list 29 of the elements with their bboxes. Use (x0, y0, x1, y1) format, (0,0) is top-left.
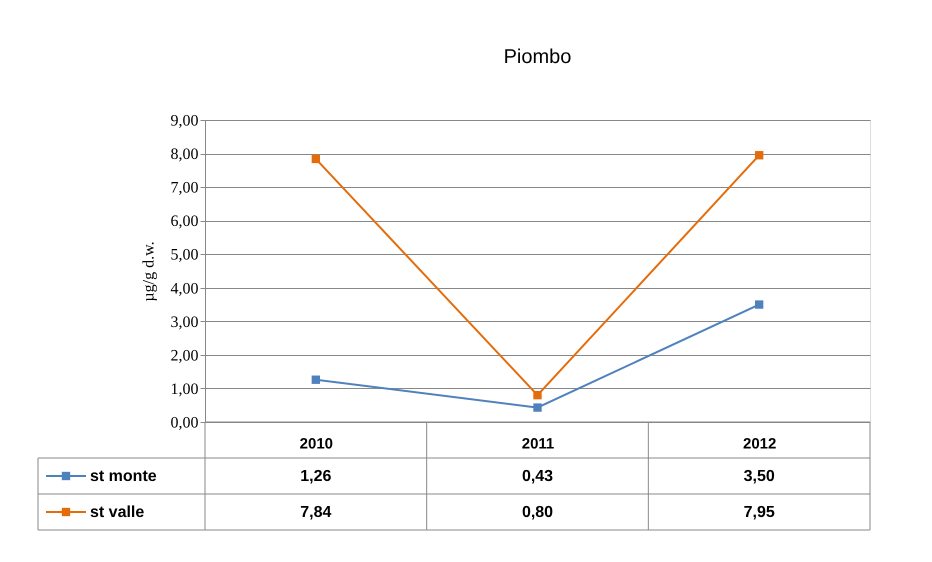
data-label: 0,80 (522, 504, 554, 521)
point (754, 300, 764, 309)
y-tick-label: 9,00 (170, 112, 198, 130)
x-tick-label: 2012 (742, 436, 776, 452)
y-tick-label: 3,00 (170, 314, 198, 331)
data-label: 3,50 (744, 468, 775, 485)
point (754, 151, 764, 160)
data-label: 0,43 (522, 468, 554, 485)
data-label: 7,84 (300, 504, 332, 521)
y-tick-label: 2,00 (170, 347, 198, 364)
y-tick-label: 8,00 (170, 146, 198, 164)
data-label: 7,95 (744, 504, 775, 521)
y-tick-label: 5,00 (170, 246, 198, 264)
point (312, 154, 320, 164)
point (312, 376, 320, 384)
y-axis-title: µg/g d.w. (140, 241, 158, 302)
point (533, 403, 542, 412)
legend-label: st valle (90, 504, 144, 521)
y-tick-label: 7,00 (170, 180, 198, 197)
x-tick-label: 2010 (300, 436, 334, 452)
point (533, 390, 542, 400)
x-tick-label: 2011 (522, 436, 554, 452)
y-tick-label: 0,00 (170, 414, 198, 432)
data-label: 1,26 (300, 468, 332, 485)
y-tick-label: 1,00 (170, 380, 198, 398)
chart-title: Piombo (504, 46, 572, 68)
legend-label: st monte (90, 468, 157, 485)
y-tick-label: 4,00 (170, 280, 198, 298)
y-tick-label: 6,00 (170, 213, 198, 230)
